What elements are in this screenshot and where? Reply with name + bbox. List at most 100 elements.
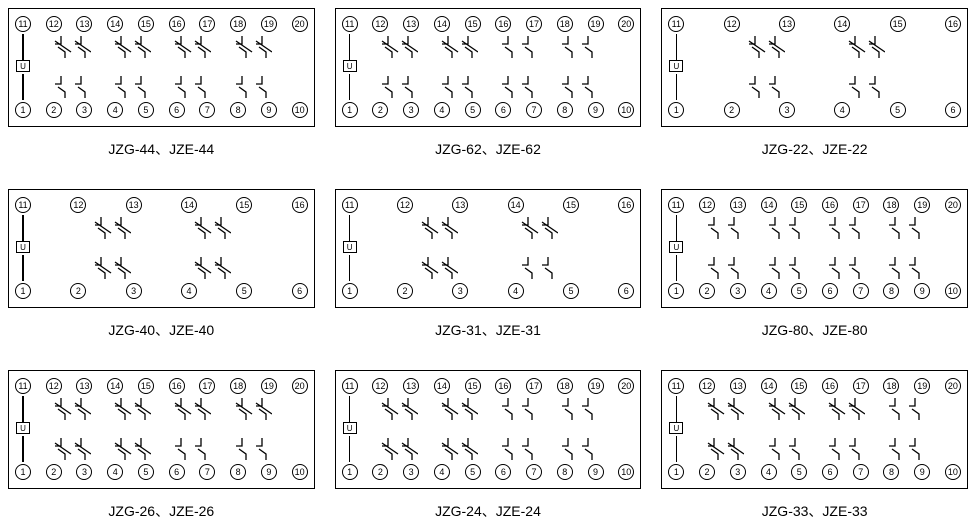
- terminal: 11: [668, 16, 684, 32]
- terminal: 8: [230, 464, 246, 480]
- terminal: 7: [526, 102, 542, 118]
- terminal: 1: [342, 283, 358, 299]
- terminal: 4: [434, 102, 450, 118]
- coil: [668, 255, 684, 281]
- no-contact-pair: [825, 436, 865, 462]
- terminal: 12: [724, 16, 740, 32]
- terminal: 4: [761, 464, 777, 480]
- diagram-grid: 11121314151617181920: [8, 8, 968, 521]
- nc-contact-pair: [111, 34, 151, 60]
- nc-contact-pair: [51, 34, 91, 60]
- terminal-box: 111213141516 U: [661, 8, 968, 127]
- coil: [15, 34, 31, 60]
- terminal: 3: [730, 283, 746, 299]
- terminal-box: 11121314151617181920 U: [661, 189, 968, 308]
- terminal: 12: [372, 378, 388, 394]
- terminal: 3: [76, 102, 92, 118]
- terminal: 12: [70, 197, 86, 213]
- terminal-box: 11121314151617181920: [335, 370, 642, 489]
- no-contact-pair: [885, 215, 925, 241]
- terminal: 6: [945, 102, 961, 118]
- nc-contact-pair: [418, 255, 458, 281]
- terminal: 1: [342, 102, 358, 118]
- terminal: 16: [495, 378, 511, 394]
- terminal: 6: [292, 283, 308, 299]
- terminal: 9: [914, 283, 930, 299]
- terminal: 7: [853, 464, 869, 480]
- terminal: 1: [342, 464, 358, 480]
- panel-caption: JZG-22、JZE-22: [762, 139, 868, 159]
- nc-contact-pair: [845, 34, 885, 60]
- nc-contact-pair: [745, 34, 785, 60]
- coil: [342, 34, 358, 60]
- terminal: 3: [76, 464, 92, 480]
- nc-contact-pair: [171, 396, 211, 422]
- relay-panel: 11121314151617181920: [8, 370, 315, 521]
- terminal: 11: [342, 197, 358, 213]
- coil-box: U: [669, 60, 683, 72]
- terminal: 1: [15, 283, 31, 299]
- terminal: 18: [883, 378, 899, 394]
- terminal: 18: [230, 378, 246, 394]
- terminal: 13: [76, 16, 92, 32]
- relay-panel: 11121314151617181920: [661, 370, 968, 521]
- terminal: 15: [791, 197, 807, 213]
- terminal-box: 111213141516 U: [8, 189, 315, 308]
- terminal: 20: [292, 378, 308, 394]
- terminal: 14: [107, 378, 123, 394]
- terminal: 4: [834, 102, 850, 118]
- terminal: 5: [791, 283, 807, 299]
- terminal: 14: [761, 197, 777, 213]
- terminal: 11: [342, 16, 358, 32]
- terminal: 8: [230, 102, 246, 118]
- nc-contact-pair: [111, 396, 151, 422]
- terminal: 13: [403, 16, 419, 32]
- terminal: 17: [853, 378, 869, 394]
- nc-contact-pair: [418, 215, 458, 241]
- terminal: 18: [883, 197, 899, 213]
- terminal-box: 11121314151617181920: [8, 370, 315, 489]
- terminal: 13: [730, 197, 746, 213]
- terminal: 2: [70, 283, 86, 299]
- terminal: 4: [434, 464, 450, 480]
- terminal: 16: [822, 197, 838, 213]
- nc-contact-pair: [704, 396, 744, 422]
- terminal: 6: [495, 102, 511, 118]
- terminal: 20: [945, 378, 961, 394]
- terminal: 6: [169, 464, 185, 480]
- terminal: 2: [46, 102, 62, 118]
- panel-caption: JZG-44、JZE-44: [108, 139, 214, 159]
- terminal: 13: [779, 16, 795, 32]
- terminal: 18: [557, 378, 573, 394]
- terminal: 17: [853, 197, 869, 213]
- panel-caption: JZG-24、JZE-24: [435, 501, 541, 521]
- terminal: 16: [495, 16, 511, 32]
- terminal: 1: [668, 102, 684, 118]
- coil: [668, 436, 684, 462]
- terminal: 3: [403, 464, 419, 480]
- terminal: 10: [292, 464, 308, 480]
- terminal: 16: [618, 197, 634, 213]
- terminal: 6: [822, 283, 838, 299]
- terminal: 19: [914, 197, 930, 213]
- no-contact-pair: [704, 255, 744, 281]
- terminal: 3: [730, 464, 746, 480]
- terminal: 8: [557, 102, 573, 118]
- coil-box: U: [16, 241, 30, 253]
- coil: [15, 215, 31, 241]
- terminal: 5: [236, 283, 252, 299]
- panel-caption: JZG-62、JZE-62: [435, 139, 541, 159]
- terminal: 17: [199, 378, 215, 394]
- nc-contact-pair: [704, 436, 744, 462]
- terminal: 12: [699, 197, 715, 213]
- terminal: 8: [883, 464, 899, 480]
- terminal: 9: [588, 464, 604, 480]
- terminal: 14: [434, 378, 450, 394]
- terminal: 14: [107, 16, 123, 32]
- terminal: 13: [126, 197, 142, 213]
- no-contact-pair: [885, 396, 925, 422]
- panel-caption: JZG-33、JZE-33: [762, 501, 868, 521]
- terminal: 1: [668, 464, 684, 480]
- terminal: 20: [292, 16, 308, 32]
- terminal: 7: [853, 283, 869, 299]
